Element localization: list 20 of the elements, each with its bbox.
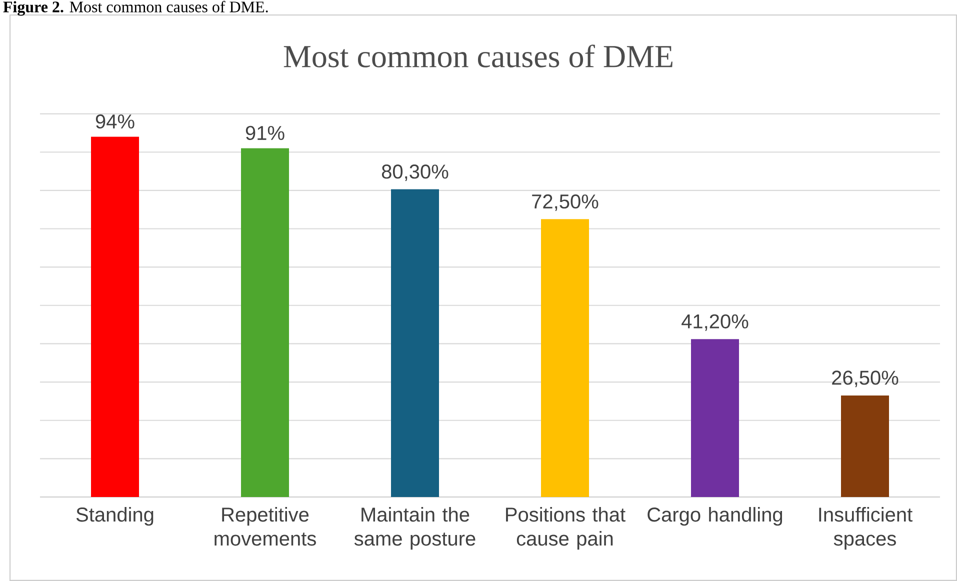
bar — [241, 148, 290, 497]
x-tick-label: Positions that cause pain — [506, 507, 626, 550]
x-tick-label: Cargo handling — [648, 507, 782, 526]
bar — [691, 339, 740, 497]
bar — [91, 136, 140, 497]
data-label: 80,30% — [382, 164, 448, 182]
x-tick-label: Repetitive movements — [214, 507, 316, 546]
data-label: 91% — [246, 126, 284, 140]
data-label: 26,50% — [832, 370, 898, 388]
data-label: 94% — [96, 114, 134, 129]
x-tick-label: Insufficient spaces — [819, 507, 912, 550]
bar — [841, 395, 889, 497]
data-label: 72,50% — [532, 194, 598, 211]
x-tick-label: Maintain the same posture — [354, 507, 476, 550]
data-label: 41,20% — [682, 314, 748, 331]
x-tick-label: Standing — [76, 507, 154, 526]
chart-title: Most common causes of DME — [284, 44, 672, 68]
bar — [541, 219, 590, 497]
bar — [391, 189, 440, 497]
text: Figure 2. Most common causes of DME. — [3, 0, 268, 16]
